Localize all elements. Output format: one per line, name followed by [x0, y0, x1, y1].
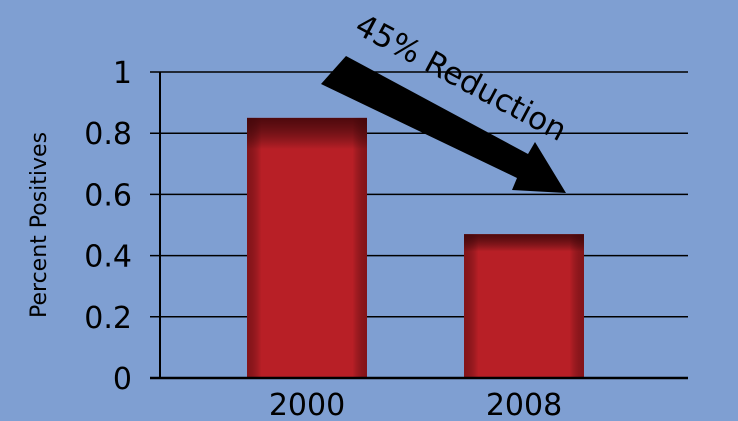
x-tick-label: 2008 [486, 388, 562, 417]
bars [247, 117, 584, 379]
bar-top-shade [464, 234, 584, 378]
y-tick-label: 1 [113, 56, 132, 91]
reduction-arrow [321, 56, 566, 193]
y-tick-label: 0.2 [84, 301, 132, 336]
grid-lines [150, 71, 688, 318]
bar-2000 [247, 117, 367, 379]
bar-top-shade [247, 117, 367, 379]
y-tick-label: 0.6 [84, 178, 132, 213]
y-tick-label: 0.4 [84, 240, 132, 275]
bar-2008 [464, 234, 584, 378]
y-axis-label: Percent Positives [27, 132, 52, 318]
x-tick-label: 2000 [269, 388, 345, 417]
y-tick-label: 0 [113, 362, 132, 397]
axes: 0 0.2 0.4 0.6 0.8 1 2000 2008 [84, 56, 688, 421]
y-tick-label: 0.8 [84, 117, 132, 152]
